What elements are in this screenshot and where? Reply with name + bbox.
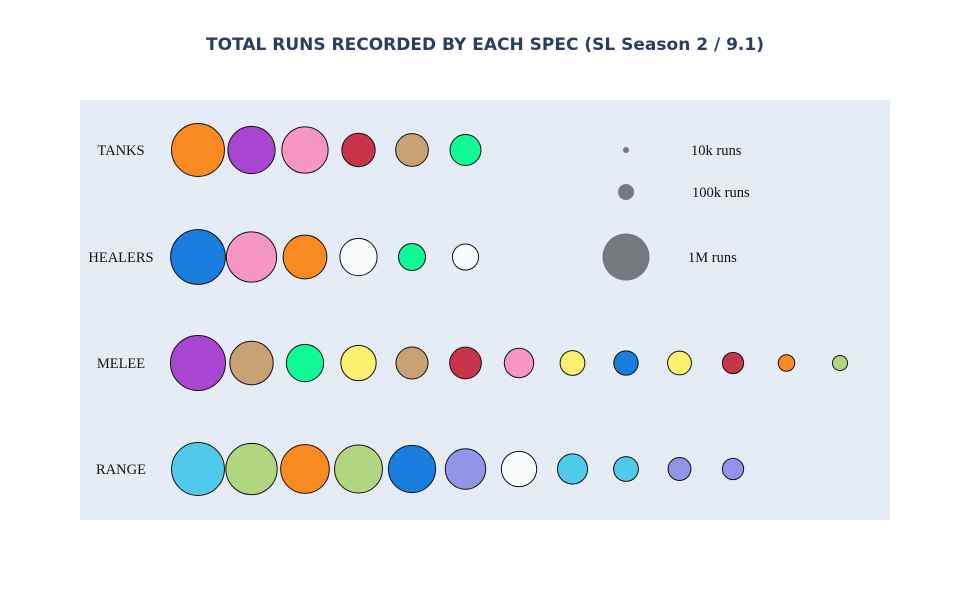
row-healers: HEALERS bbox=[88, 229, 480, 285]
rows-layer: TANKS HEALERS MELEE RANGE bbox=[88, 123, 849, 496]
bubble[interactable] bbox=[341, 132, 376, 168]
legend-marker bbox=[602, 233, 650, 281]
bubble[interactable] bbox=[556, 453, 589, 485]
bubble[interactable] bbox=[285, 343, 325, 383]
bubble[interactable] bbox=[449, 346, 482, 380]
bubble[interactable] bbox=[395, 133, 429, 167]
bubble[interactable] bbox=[831, 354, 849, 372]
bubble[interactable] bbox=[777, 354, 796, 372]
bubble[interactable] bbox=[229, 340, 274, 386]
bubble[interactable] bbox=[451, 243, 480, 271]
legend-marker bbox=[618, 184, 634, 200]
legend-label: 10k runs bbox=[691, 143, 742, 159]
bubble[interactable] bbox=[444, 448, 487, 490]
bubble[interactable] bbox=[667, 457, 692, 481]
row-label: HEALERS bbox=[88, 250, 153, 266]
bubble[interactable] bbox=[227, 125, 276, 175]
bubble[interactable] bbox=[170, 335, 226, 391]
size-legend: 10k runs 100k runs 1M runs bbox=[602, 143, 750, 281]
bubble[interactable] bbox=[282, 234, 328, 280]
row-label: TANKS bbox=[97, 143, 144, 159]
bubble[interactable] bbox=[613, 456, 639, 482]
bubble[interactable] bbox=[170, 229, 226, 285]
bubble[interactable] bbox=[225, 231, 278, 283]
bubble[interactable] bbox=[280, 444, 330, 494]
bubble[interactable] bbox=[398, 243, 426, 271]
bubble[interactable] bbox=[613, 350, 639, 376]
chart-title: TOTAL RUNS RECORDED BY EACH SPEC (SL Sea… bbox=[206, 35, 764, 55]
bubble[interactable] bbox=[340, 344, 377, 382]
bubble[interactable] bbox=[721, 351, 745, 375]
bubble[interactable] bbox=[559, 350, 586, 376]
row-tanks: TANKS bbox=[97, 123, 482, 177]
bubble[interactable] bbox=[500, 450, 538, 488]
bubble[interactable] bbox=[449, 134, 482, 166]
legend-label: 1M runs bbox=[688, 250, 737, 266]
bubble[interactable] bbox=[387, 444, 437, 494]
row-range: RANGE bbox=[96, 442, 745, 496]
bubble[interactable] bbox=[721, 457, 745, 481]
bubble[interactable] bbox=[171, 442, 225, 496]
bubble[interactable] bbox=[334, 444, 383, 494]
bubble[interactable] bbox=[667, 350, 692, 376]
row-label: MELEE bbox=[97, 356, 145, 372]
bubble[interactable] bbox=[339, 237, 378, 277]
legend-marker bbox=[623, 147, 629, 153]
bubble[interactable] bbox=[395, 346, 429, 380]
bubble[interactable] bbox=[225, 442, 278, 496]
legend-label: 100k runs bbox=[692, 185, 750, 201]
bubble[interactable] bbox=[171, 123, 225, 177]
bubble[interactable] bbox=[281, 126, 329, 174]
row-melee: MELEE bbox=[97, 335, 849, 391]
bubble[interactable] bbox=[503, 347, 535, 379]
row-label: RANGE bbox=[96, 462, 146, 478]
